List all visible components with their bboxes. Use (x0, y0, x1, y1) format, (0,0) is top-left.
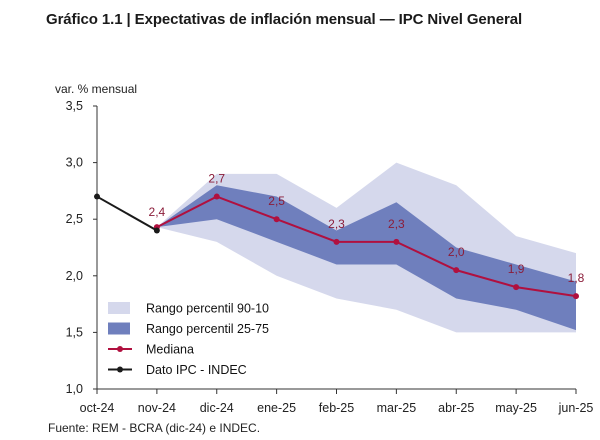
median-point (393, 238, 400, 245)
ipc-point (94, 193, 100, 200)
median-data-label: 2,7 (208, 172, 225, 186)
median-line (156, 195, 577, 298)
median-point (333, 238, 340, 245)
median-point (513, 284, 520, 291)
legend-swatch (108, 322, 130, 335)
lines-layer (94, 193, 579, 300)
x-tick-label: ene-25 (257, 401, 296, 415)
x-tick-label: dic-24 (200, 401, 234, 415)
x-tick-label: jun-25 (558, 401, 594, 415)
legend-marker (117, 366, 123, 373)
median-data-label: 2,3 (328, 217, 345, 231)
legend-marker (117, 346, 123, 352)
legend-label: Dato IPC - INDEC (146, 363, 247, 377)
median-point (573, 293, 579, 300)
legend-swatch (108, 302, 130, 314)
ipc-point (153, 227, 160, 234)
chart-title: Gráfico 1.1 | Expectativas de inflación … (46, 11, 523, 28)
x-tick-label: abr-25 (438, 401, 474, 415)
median-point (273, 216, 280, 223)
x-tick-label: nov-24 (138, 401, 176, 415)
legend-layer: Rango percentil 90-10 Rango percentil 25-… (108, 302, 269, 377)
band-p25-75 (156, 185, 576, 331)
median-data-label: 1,8 (568, 271, 585, 285)
y-tick-label: 3,5 (66, 99, 83, 113)
bands-layer (156, 162, 576, 333)
axes-layer: 1,0 1,5 2,0 2,5 3,0 3,5 oct-24 nov-24 dic-24 ene-… (55, 82, 593, 415)
x-tick-label: mar-25 (377, 401, 417, 415)
median-data-label: 2,4 (149, 205, 166, 219)
y-tick-label: 1,0 (66, 382, 83, 396)
legend-label: Rango percentil 25-75 (146, 322, 269, 336)
x-tick-label: may-25 (495, 401, 537, 415)
legend-label: Mediana (146, 343, 194, 357)
median-point (453, 267, 460, 274)
x-tick-label: feb-25 (319, 401, 354, 415)
labels-layer: 2,4 2,7 2,5 2,3 2,3 2,0 1,9 1,8 (149, 172, 585, 286)
median-data-label: 2,3 (388, 217, 405, 231)
chart-source: Fuente: REM - BCRA (dic-24) e INDEC. (48, 421, 261, 435)
y-tick-label: 3,0 (66, 156, 83, 170)
median-data-label: 2,5 (268, 194, 285, 208)
median-point (213, 193, 220, 200)
ipc-line (96, 195, 158, 232)
y-tick-label: 1,5 (66, 325, 83, 339)
y-tick-label: 2,0 (66, 269, 83, 283)
x-tick-label: oct-24 (80, 401, 115, 415)
y-tick-label: 2,5 (66, 212, 83, 226)
median-data-label: 1,9 (508, 262, 525, 276)
y-axis-title: var. % mensual (55, 82, 137, 96)
median-data-label: 2,0 (448, 245, 465, 259)
legend-label: Rango percentil 90-10 (146, 302, 269, 316)
